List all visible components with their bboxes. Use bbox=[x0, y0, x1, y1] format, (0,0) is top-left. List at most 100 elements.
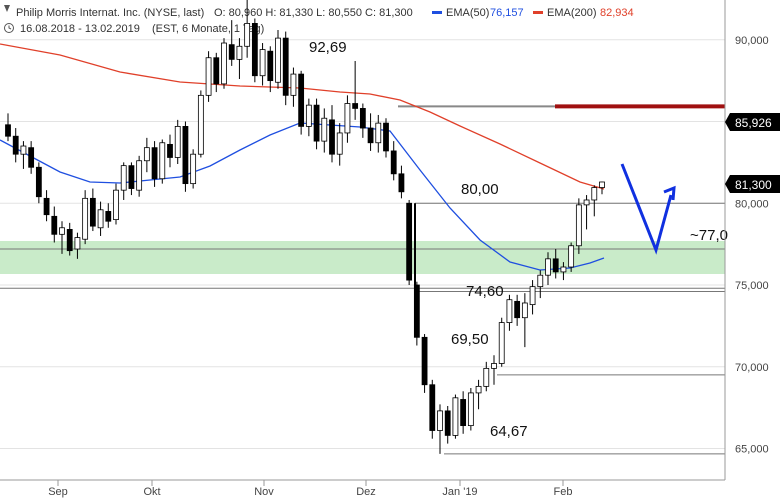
candle bbox=[529, 280, 536, 315]
clock-icon bbox=[4, 23, 14, 33]
candle-body bbox=[151, 147, 158, 180]
candle-body bbox=[221, 42, 227, 85]
candle-body bbox=[460, 399, 467, 427]
candle-body bbox=[452, 397, 459, 436]
candle-body bbox=[259, 49, 266, 77]
candle-body bbox=[74, 237, 81, 250]
candle bbox=[105, 203, 112, 228]
candle bbox=[298, 70, 305, 135]
candle-body bbox=[120, 165, 127, 191]
candle-body bbox=[568, 245, 575, 268]
candle-body bbox=[529, 286, 536, 306]
candle-body bbox=[467, 392, 474, 427]
y-tick-label: 65,000 bbox=[735, 444, 769, 456]
ema50-legend-value: 76,157 bbox=[490, 7, 524, 19]
candle-body bbox=[105, 211, 112, 222]
y-axis: 95,00090,00085,00080,00075,00070,00065,0… bbox=[724, 0, 769, 480]
ohlc-values: O: 80,960 H: 81,330 L: 80,550 C: 81,300 bbox=[214, 7, 413, 19]
candle bbox=[251, 18, 258, 83]
candle bbox=[575, 198, 582, 254]
candle-body bbox=[251, 22, 258, 77]
ema200-legend-value: 82,934 bbox=[600, 7, 634, 19]
candle bbox=[498, 317, 505, 367]
candle bbox=[244, 0, 251, 58]
label-high: 92,69 bbox=[309, 39, 347, 56]
candle bbox=[228, 20, 235, 66]
candle bbox=[236, 38, 243, 79]
candle bbox=[12, 128, 19, 163]
candle bbox=[282, 31, 289, 106]
svg-text:85,926: 85,926 bbox=[735, 116, 772, 130]
candle-body bbox=[375, 122, 382, 144]
candle-body bbox=[113, 189, 119, 220]
candle-body bbox=[406, 202, 413, 281]
candle-body bbox=[190, 153, 197, 185]
candle bbox=[197, 90, 204, 158]
candle-body bbox=[28, 147, 35, 168]
candle-body bbox=[244, 22, 251, 47]
candle bbox=[290, 67, 297, 107]
x-tick-label: Jan '19 bbox=[442, 486, 477, 498]
candle bbox=[460, 391, 467, 434]
candle bbox=[5, 113, 11, 142]
candle bbox=[190, 149, 197, 189]
candle bbox=[336, 123, 343, 166]
candle-body bbox=[444, 410, 451, 436]
candle bbox=[521, 293, 528, 348]
candle bbox=[35, 162, 42, 204]
candles bbox=[5, 0, 605, 454]
candle-body bbox=[313, 104, 320, 142]
candle-body bbox=[97, 209, 104, 229]
candle-body bbox=[413, 284, 420, 338]
candle-body bbox=[59, 227, 65, 235]
candle-body bbox=[51, 215, 58, 235]
candle-body bbox=[599, 181, 605, 188]
candle bbox=[74, 232, 81, 259]
candle bbox=[390, 141, 397, 181]
chart-title: Philip Morris Internat. Inc. (NYSE, last… bbox=[16, 7, 204, 19]
candle-body bbox=[506, 299, 513, 324]
level-lines bbox=[0, 104, 725, 455]
candle-body bbox=[128, 165, 135, 189]
forecast-arrowhead bbox=[663, 185, 676, 201]
candle-body bbox=[205, 57, 212, 96]
support-zone bbox=[0, 241, 725, 274]
candle-body bbox=[475, 385, 482, 394]
candle-body bbox=[514, 300, 521, 319]
candle bbox=[452, 394, 459, 439]
ema50-legend-label: EMA(50) bbox=[446, 7, 489, 19]
candle bbox=[136, 155, 143, 197]
candle bbox=[421, 334, 428, 393]
candle-body bbox=[421, 336, 428, 386]
candle bbox=[352, 61, 359, 120]
candle bbox=[305, 98, 312, 137]
candle bbox=[20, 141, 27, 169]
x-tick-label: Nov bbox=[254, 486, 274, 498]
last-price-box: 81,300 bbox=[725, 175, 780, 193]
candle-body bbox=[591, 187, 598, 201]
candle-body bbox=[367, 127, 374, 144]
candle bbox=[267, 46, 274, 93]
candle-body bbox=[5, 124, 11, 137]
candle-body bbox=[336, 132, 343, 155]
candle bbox=[159, 139, 166, 184]
candle bbox=[444, 405, 451, 444]
ema200-legend-swatch bbox=[533, 11, 543, 14]
candle-body bbox=[552, 258, 559, 273]
x-tick-label: Dez bbox=[356, 486, 376, 498]
candle-body bbox=[275, 37, 281, 83]
candle bbox=[213, 52, 220, 93]
candle-body bbox=[398, 173, 405, 193]
candle bbox=[398, 165, 405, 199]
candle bbox=[205, 51, 212, 102]
candle bbox=[437, 404, 443, 454]
candle-body bbox=[66, 229, 73, 252]
candle-body bbox=[159, 142, 166, 180]
candle bbox=[128, 162, 135, 196]
resistance-price-box: 85,926 bbox=[725, 113, 780, 131]
candle-body bbox=[437, 410, 443, 431]
candle-body bbox=[35, 166, 42, 198]
candle bbox=[359, 103, 366, 138]
candle bbox=[429, 379, 436, 439]
